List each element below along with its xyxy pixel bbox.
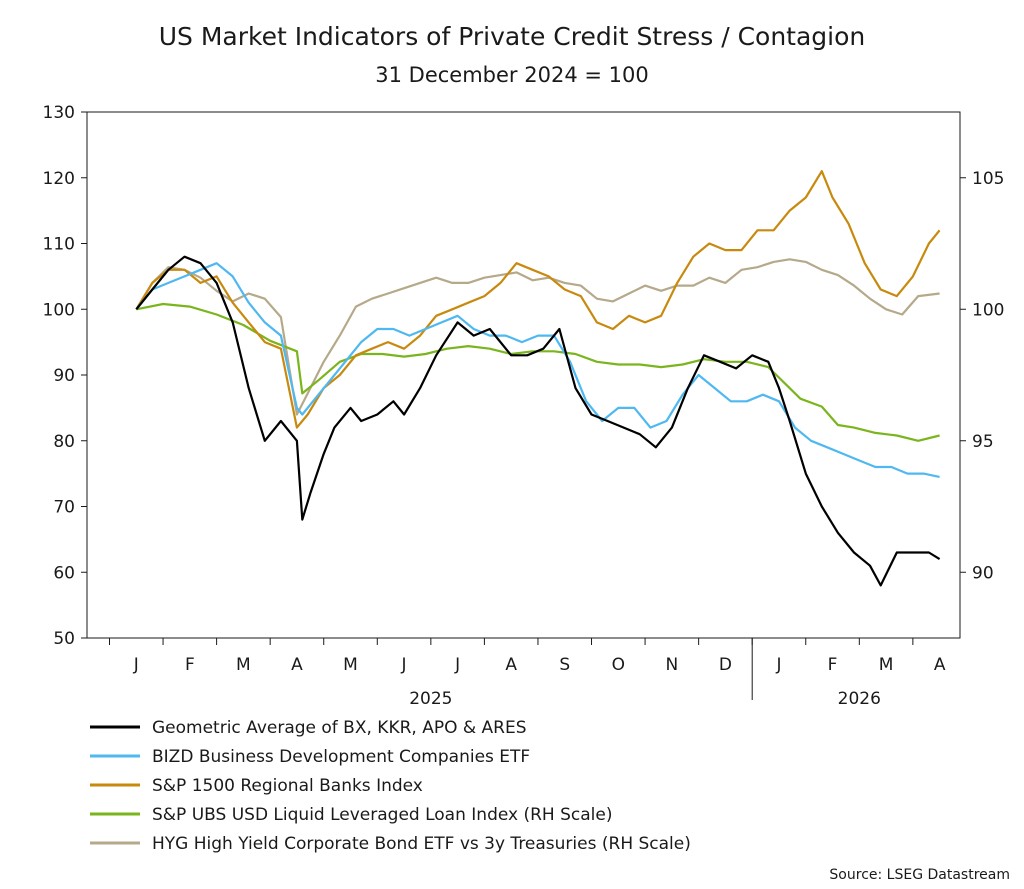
left-tick-label: 110 [43, 235, 75, 255]
left-tick-label: 90 [53, 366, 75, 386]
series-lines [135, 170, 941, 587]
month-label: O [612, 655, 625, 675]
legend: Geometric Average of BX, KKR, APO & ARES… [90, 718, 691, 854]
month-label: S [559, 655, 570, 675]
month-label: J [401, 655, 407, 675]
month-label: M [879, 655, 894, 675]
left-tick-label: 70 [53, 498, 75, 518]
year-label: 2025 [409, 689, 452, 709]
left-tick-label: 80 [53, 432, 75, 452]
series-line-3 [136, 302, 940, 442]
legend-label: S&P 1500 Regional Banks Index [152, 776, 423, 796]
series-line-0 [135, 255, 941, 587]
left-tick-label: 60 [53, 563, 75, 583]
year-label: 2026 [838, 689, 881, 709]
month-label: N [665, 655, 678, 675]
x-axis: J F M A M J J A S O N D J F M A 2025 2026 [108, 638, 946, 709]
series-line-4 [135, 258, 940, 416]
chart-subtitle: 31 December 2024 = 100 [375, 63, 648, 87]
left-axis: 50 60 70 80 90 100 110 120 130 [43, 103, 87, 649]
month-label: A [291, 655, 303, 675]
left-tick-label: 130 [43, 103, 75, 123]
month-label: J [454, 655, 460, 675]
month-label: D [719, 655, 732, 675]
legend-label: HYG High Yield Corporate Bond ETF vs 3y … [152, 834, 691, 854]
legend-label: Geometric Average of BX, KKR, APO & ARES [152, 718, 527, 738]
left-tick-label: 50 [53, 629, 75, 649]
month-label: F [185, 655, 195, 675]
right-tick-label: 90 [972, 563, 994, 583]
series-line-2 [135, 170, 941, 429]
right-tick-label: 100 [972, 300, 1004, 320]
left-tick-label: 120 [43, 169, 75, 189]
source-note: Source: LSEG Datastream [829, 867, 1010, 883]
month-label: A [934, 655, 946, 675]
series-line-1 [135, 262, 940, 478]
right-axis: 90 95 100 105 [960, 169, 1004, 583]
month-label: M [236, 655, 251, 675]
legend-label: S&P UBS USD Liquid Leveraged Loan Index … [152, 805, 613, 825]
left-tick-label: 100 [43, 300, 75, 320]
right-tick-label: 105 [972, 169, 1004, 189]
legend-label: BIZD Business Development Companies ETF [152, 747, 530, 767]
month-label: A [505, 655, 517, 675]
chart-title: US Market Indicators of Private Credit S… [159, 22, 866, 51]
month-label: J [775, 655, 781, 675]
month-label: M [343, 655, 358, 675]
month-label: F [828, 655, 838, 675]
month-label: J [133, 655, 139, 675]
right-tick-label: 95 [972, 432, 994, 452]
